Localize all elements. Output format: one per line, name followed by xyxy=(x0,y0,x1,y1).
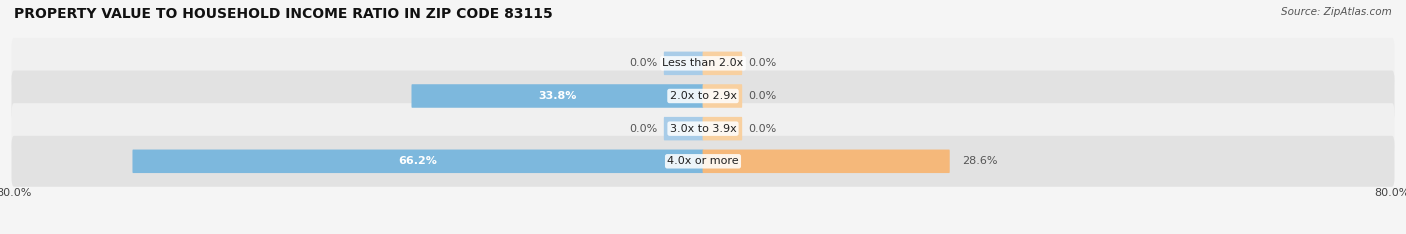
Text: Source: ZipAtlas.com: Source: ZipAtlas.com xyxy=(1281,7,1392,17)
Text: 66.2%: 66.2% xyxy=(398,156,437,166)
Text: 0.0%: 0.0% xyxy=(628,124,658,134)
Text: 33.8%: 33.8% xyxy=(538,91,576,101)
Text: Less than 2.0x: Less than 2.0x xyxy=(662,58,744,68)
Text: 2.0x to 2.9x: 2.0x to 2.9x xyxy=(669,91,737,101)
FancyBboxPatch shape xyxy=(11,70,1395,121)
FancyBboxPatch shape xyxy=(412,84,703,108)
Text: 0.0%: 0.0% xyxy=(748,124,778,134)
Text: 28.6%: 28.6% xyxy=(962,156,998,166)
FancyBboxPatch shape xyxy=(664,117,703,140)
Text: 0.0%: 0.0% xyxy=(628,58,658,68)
FancyBboxPatch shape xyxy=(703,117,742,140)
FancyBboxPatch shape xyxy=(664,51,703,75)
Text: 4.0x or more: 4.0x or more xyxy=(668,156,738,166)
FancyBboxPatch shape xyxy=(703,84,742,108)
FancyBboxPatch shape xyxy=(11,136,1395,187)
Text: PROPERTY VALUE TO HOUSEHOLD INCOME RATIO IN ZIP CODE 83115: PROPERTY VALUE TO HOUSEHOLD INCOME RATIO… xyxy=(14,7,553,21)
Legend: Without Mortgage, With Mortgage: Without Mortgage, With Mortgage xyxy=(576,231,830,234)
Text: 0.0%: 0.0% xyxy=(748,58,778,68)
FancyBboxPatch shape xyxy=(11,38,1395,89)
Text: 3.0x to 3.9x: 3.0x to 3.9x xyxy=(669,124,737,134)
FancyBboxPatch shape xyxy=(132,150,703,173)
FancyBboxPatch shape xyxy=(703,51,742,75)
FancyBboxPatch shape xyxy=(11,103,1395,154)
Text: 0.0%: 0.0% xyxy=(748,91,778,101)
FancyBboxPatch shape xyxy=(703,150,949,173)
